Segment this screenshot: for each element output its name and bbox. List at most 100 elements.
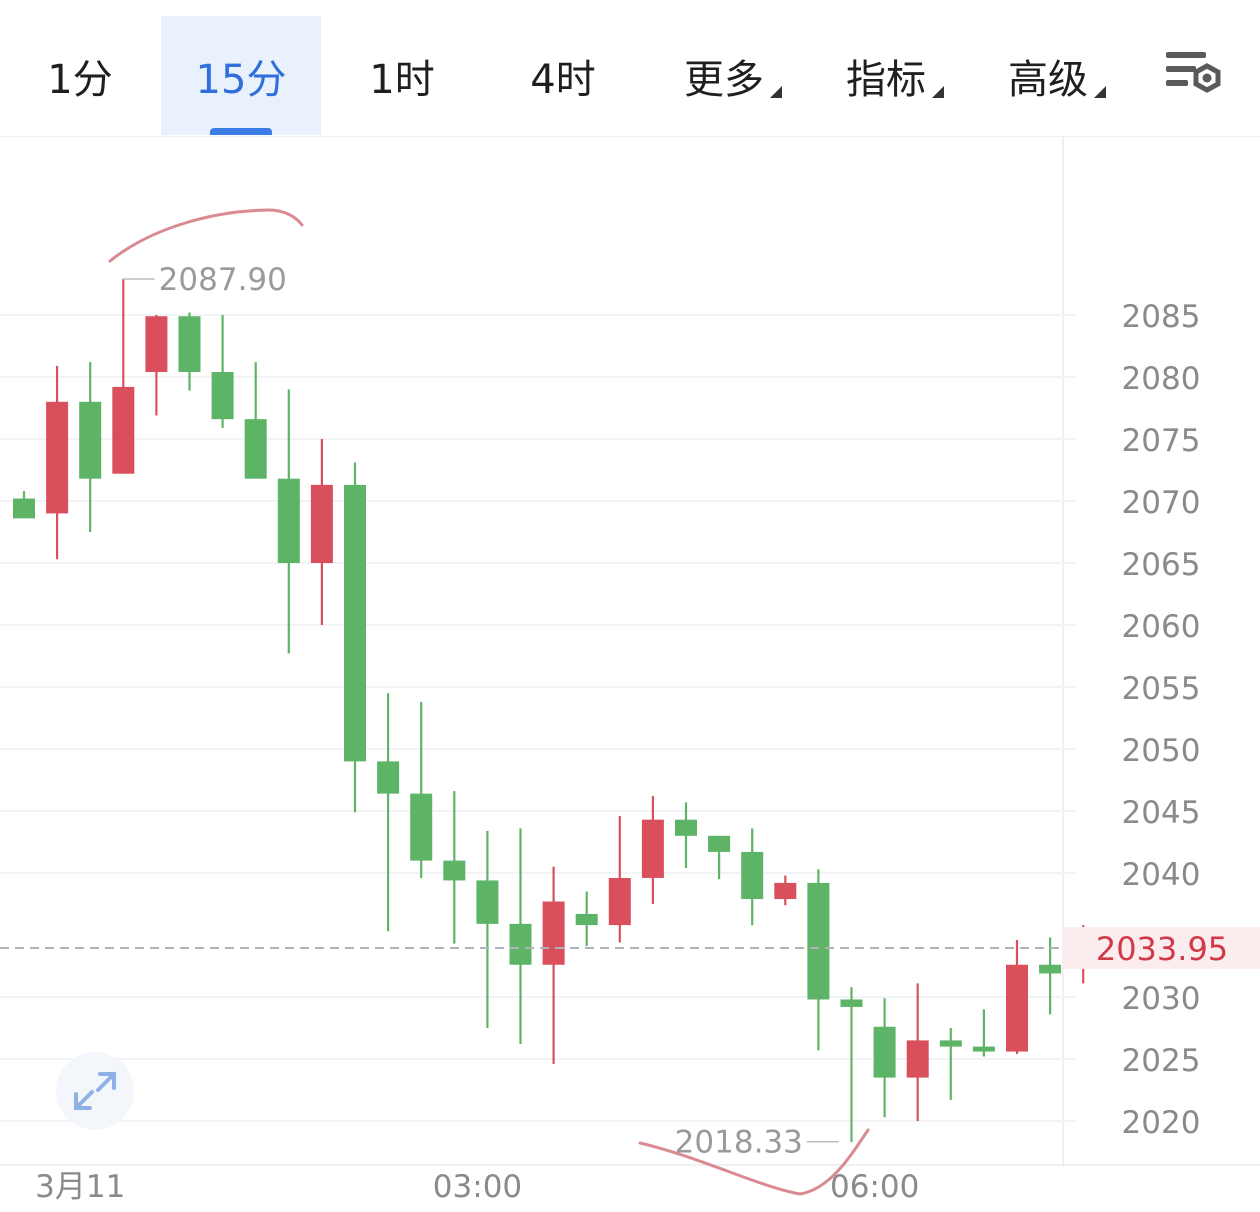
candle (906, 983, 929, 1121)
y-tick-label: 2025 (1122, 1043, 1201, 1079)
candle-body (46, 401, 69, 514)
caret-down-icon (770, 86, 782, 98)
candle (244, 362, 267, 479)
candle-body (410, 793, 433, 861)
candle (211, 315, 234, 428)
candle (13, 491, 35, 519)
candle (575, 891, 598, 947)
candle (840, 987, 863, 1143)
candle (774, 875, 797, 906)
candle (939, 1028, 962, 1100)
y-tick-label: 2085 (1122, 299, 1201, 335)
candle-body (708, 835, 731, 852)
active-tab-indicator (210, 128, 272, 135)
candle-body (244, 419, 267, 479)
tab-2[interactable]: 15分 (161, 16, 321, 135)
expand-arrows-icon (74, 1072, 116, 1110)
candle (1006, 939, 1028, 1055)
tab-label: 高级 (1008, 56, 1088, 103)
tab-label: 更多 (684, 56, 764, 103)
tab-label: 15分 (195, 56, 287, 103)
candle (608, 815, 631, 943)
caret-down-icon (932, 86, 944, 98)
tab-1[interactable]: 1分 (0, 16, 160, 135)
tab-5[interactable]: 更多 (644, 16, 804, 135)
candle-body (344, 484, 366, 762)
timeframe-tabbar: 1分 15分 1时 4时 更多 指标 高级 (0, 0, 1260, 137)
candle-body (641, 819, 664, 878)
candle (277, 389, 300, 654)
candle-body (277, 478, 300, 563)
x-tick-label: 06:00 (830, 1169, 919, 1205)
candle (46, 365, 69, 560)
candle-body (1039, 964, 1062, 974)
candle-body (178, 316, 201, 373)
y-tick-label: 2080 (1122, 361, 1201, 397)
candle-body (13, 498, 35, 519)
candle (410, 701, 433, 878)
candle-body (542, 901, 565, 965)
tab-label: 指标 (846, 56, 926, 103)
candle-body (741, 851, 764, 900)
y-tick-label: 2075 (1122, 423, 1201, 459)
candle (741, 828, 764, 926)
candle (79, 362, 102, 532)
candle (641, 796, 664, 904)
candle (509, 828, 532, 1045)
x-tick-label: 3月11 (35, 1169, 125, 1205)
tab-3[interactable]: 1时 (322, 16, 482, 135)
candle (344, 462, 366, 813)
candle-body (675, 819, 697, 836)
y-tick-label: 2060 (1122, 609, 1201, 645)
annotation-stroke (638, 1128, 870, 1196)
y-tick-label: 2055 (1122, 671, 1201, 707)
candle (377, 693, 400, 932)
last-price-badge (1063, 927, 1260, 970)
candle (112, 279, 135, 474)
chart-settings-button[interactable] (1160, 48, 1226, 108)
candle-body (211, 372, 234, 420)
candle-body (873, 1026, 896, 1078)
candle-body (774, 882, 797, 900)
candle (807, 869, 830, 1051)
y-tick-label: 2020 (1122, 1105, 1201, 1141)
candle (972, 1009, 995, 1057)
candle-body (906, 1040, 929, 1078)
x-tick-label: 03:00 (433, 1169, 522, 1205)
y-tick-label: 2070 (1122, 485, 1201, 521)
candle-body (1006, 964, 1028, 1052)
low-marker-label: 2018.33 (675, 1125, 803, 1161)
high-marker-label: 2087.90 (159, 262, 287, 298)
tab-4[interactable]: 4时 (483, 16, 643, 135)
candle (542, 866, 565, 1064)
tab-6[interactable]: 指标 (806, 16, 966, 135)
y-tick-label: 2050 (1122, 733, 1201, 769)
y-tick-label: 2030 (1122, 981, 1201, 1017)
y-tick-label: 2040 (1122, 857, 1201, 893)
fullscreen-button[interactable] (56, 1052, 134, 1130)
candle (178, 312, 201, 391)
candle-body (79, 401, 102, 479)
tab-label: 4时 (530, 56, 596, 103)
candle-body (807, 882, 830, 1000)
candle (708, 835, 731, 880)
caret-down-icon (1094, 86, 1106, 98)
candlestick-chart[interactable]: 2085 2080 2075 2070 2065 2060 2055 2050 2045 2040… (0, 137, 1260, 1212)
candle-body (972, 1046, 995, 1052)
tab-label: 1分 (47, 56, 113, 103)
candle-body (575, 913, 598, 926)
candle-body (608, 877, 631, 926)
candle-body (112, 386, 135, 474)
candle-body (476, 880, 499, 924)
candle-body (509, 923, 532, 965)
candle (443, 791, 466, 944)
candle-body (377, 761, 400, 794)
candle (675, 802, 697, 869)
tab-7[interactable]: 高级 (968, 16, 1128, 135)
candle-body (840, 999, 863, 1007)
candle (476, 830, 499, 1028)
last-price-label: 2033.95 (1096, 930, 1228, 968)
annotation-stroke (108, 208, 304, 263)
tab-label: 1时 (369, 56, 435, 103)
candle-body (939, 1040, 962, 1047)
